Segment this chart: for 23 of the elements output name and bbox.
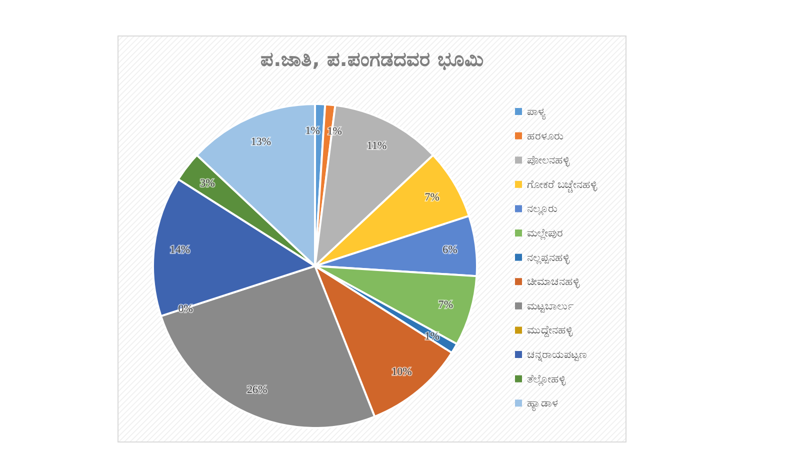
data-label: 7% [438, 298, 454, 311]
legend-label: ನಲ್ಲಪ್ಪನಹಳ್ಳಿ [527, 250, 570, 265]
legend-label: ಮಲ್ಲೇಪುರ [527, 226, 563, 240]
data-label: 11% [366, 140, 387, 152]
data-label: 13% [250, 136, 272, 148]
data-label: 3% [200, 178, 215, 190]
legend-label: ಚನ್ನರಾಯಪಟ್ಟಣ [527, 348, 587, 361]
legend-label: ಹರಳೂರು [527, 129, 564, 142]
legend-label: ಮುದ್ದೇನಹಳ್ಳಿ [527, 324, 573, 337]
legend-label: ಹ್ಯಾಡಾಳ [527, 396, 558, 411]
data-label: 14% [170, 244, 190, 256]
data-label: 26% [246, 384, 268, 396]
legend-label: ಗೋಕರೆ ಬಚ್ಚೇನಹಳ್ಳಿ [527, 178, 598, 192]
data-label: 6% [442, 244, 458, 256]
legend-label: ಚೀಮಾಚನಹಳ್ಳಿ [527, 275, 580, 288]
data-label: 7% [424, 192, 440, 204]
chart-title: ಪ.ಜಾತಿ, ಪ.ಪಂಗಡದವರ ಭೂಮಿ [260, 47, 484, 71]
legend-label: ನಲ್ಲೂರು [527, 202, 558, 216]
legend-label: ತೆಲ್ಲೋಹಳ್ಳಿ [527, 372, 566, 386]
data-label: 10% [392, 366, 412, 378]
legend-label: ಪಾಳ್ಯ [527, 105, 546, 119]
legend-label: ಮಟ್ಟಬಾರ್ಲು [527, 299, 574, 312]
legend-label: ಪೋಲನಹಳ್ಳಿ [527, 154, 570, 167]
